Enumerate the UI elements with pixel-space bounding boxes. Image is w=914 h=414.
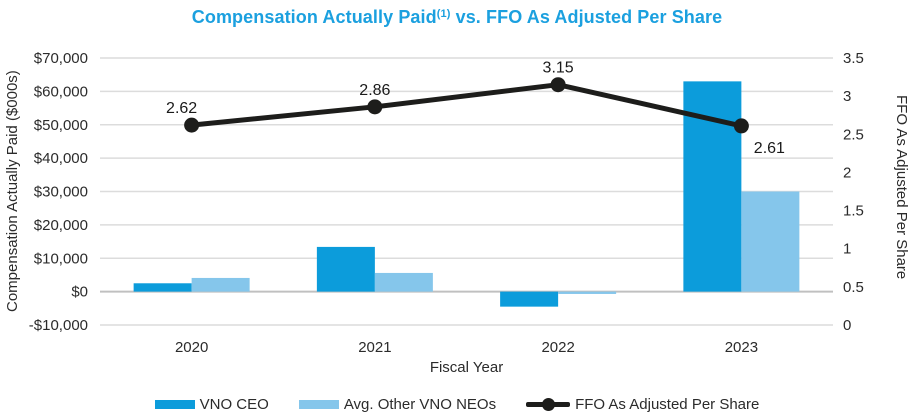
left-axis-tick-label: -$10,000 xyxy=(29,317,88,334)
right-axis-tick-label: 3 xyxy=(843,88,851,105)
right-axis-tick-label: 2 xyxy=(843,164,851,181)
legend-swatch-ffo-line xyxy=(526,398,571,411)
ffo-line-marker xyxy=(184,117,200,133)
left-axis-tick-label: $70,000 xyxy=(34,50,88,67)
x-axis-category-label: 2021 xyxy=(358,339,391,356)
x-axis-category-label: 2020 xyxy=(175,339,208,356)
bar-vno-ceo xyxy=(316,246,375,292)
right-axis-tick-label: 2.5 xyxy=(843,126,864,143)
chart-title-rest: vs. FFO As Adjusted Per Share xyxy=(450,7,723,27)
legend-item-ffo-line: FFO As Adjusted Per Share xyxy=(526,396,759,413)
right-axis-tick-label: 0 xyxy=(843,317,851,334)
chart-title-footnote-marker: (1) xyxy=(436,8,451,20)
ffo-line xyxy=(189,82,744,129)
left-axis-tick-label: $20,000 xyxy=(34,217,88,234)
x-axis-category-label: 2022 xyxy=(541,339,574,356)
bar-other-neos xyxy=(374,272,433,292)
ffo-line-marker xyxy=(733,118,749,134)
bar-other-neos xyxy=(558,291,617,294)
x-axis-title: Fiscal Year xyxy=(429,359,504,376)
ffo-point-label: 3.15 xyxy=(543,60,574,77)
ffo-point-label: 2.61 xyxy=(754,140,785,157)
chart-title: Compensation Actually Paid(1) vs. FFO As… xyxy=(0,7,914,28)
left-axis-tick-label: $10,000 xyxy=(34,250,88,267)
bar-vno-ceo xyxy=(133,283,192,292)
chart-title-main: Compensation Actually Paid xyxy=(191,7,437,27)
bar-other-neos xyxy=(741,191,800,292)
left-axis-tick-label: $30,000 xyxy=(34,184,88,201)
ffo-line-marker xyxy=(367,99,383,115)
legend-label-other-neos: Avg. Other VNO NEOs xyxy=(343,396,497,413)
right-axis-tick-label: 3.5 xyxy=(843,50,864,67)
left-axis-tick-label: $60,000 xyxy=(34,83,88,100)
left-axis-tick-label: $50,000 xyxy=(34,117,88,134)
right-axis-tick-label: 1.5 xyxy=(843,203,864,220)
legend-label-ffo-line: FFO As Adjusted Per Share xyxy=(575,396,760,413)
legend-item-vno-ceo: VNO CEO xyxy=(154,396,269,413)
left-axis-tick-label: $0 xyxy=(71,284,88,301)
legend-line-marker-icon xyxy=(542,398,556,411)
ffo-line-marker xyxy=(550,77,566,93)
left-axis-tick-label: $40,000 xyxy=(34,150,88,167)
legend-label-vno-ceo: VNO CEO xyxy=(199,396,269,413)
right-axis-title: FFO As Adjusted Per Share xyxy=(893,94,910,280)
legend-swatch-vno-ceo xyxy=(154,400,195,409)
right-axis-tick-label: 0.5 xyxy=(843,279,864,296)
x-axis-category-label: 2023 xyxy=(725,339,758,356)
bar-vno-ceo xyxy=(500,291,559,307)
legend-item-other-neos: Avg. Other VNO NEOs xyxy=(298,396,497,413)
ffo-point-label: 2.62 xyxy=(166,100,197,117)
right-axis-tick-label: 1 xyxy=(843,241,851,258)
bar-other-neos xyxy=(191,277,250,292)
legend-swatch-other-neos xyxy=(298,400,339,409)
ffo-point-label: 2.86 xyxy=(359,82,390,99)
legend: VNO CEO Avg. Other VNO NEOs FFO As Adjus… xyxy=(0,396,914,413)
